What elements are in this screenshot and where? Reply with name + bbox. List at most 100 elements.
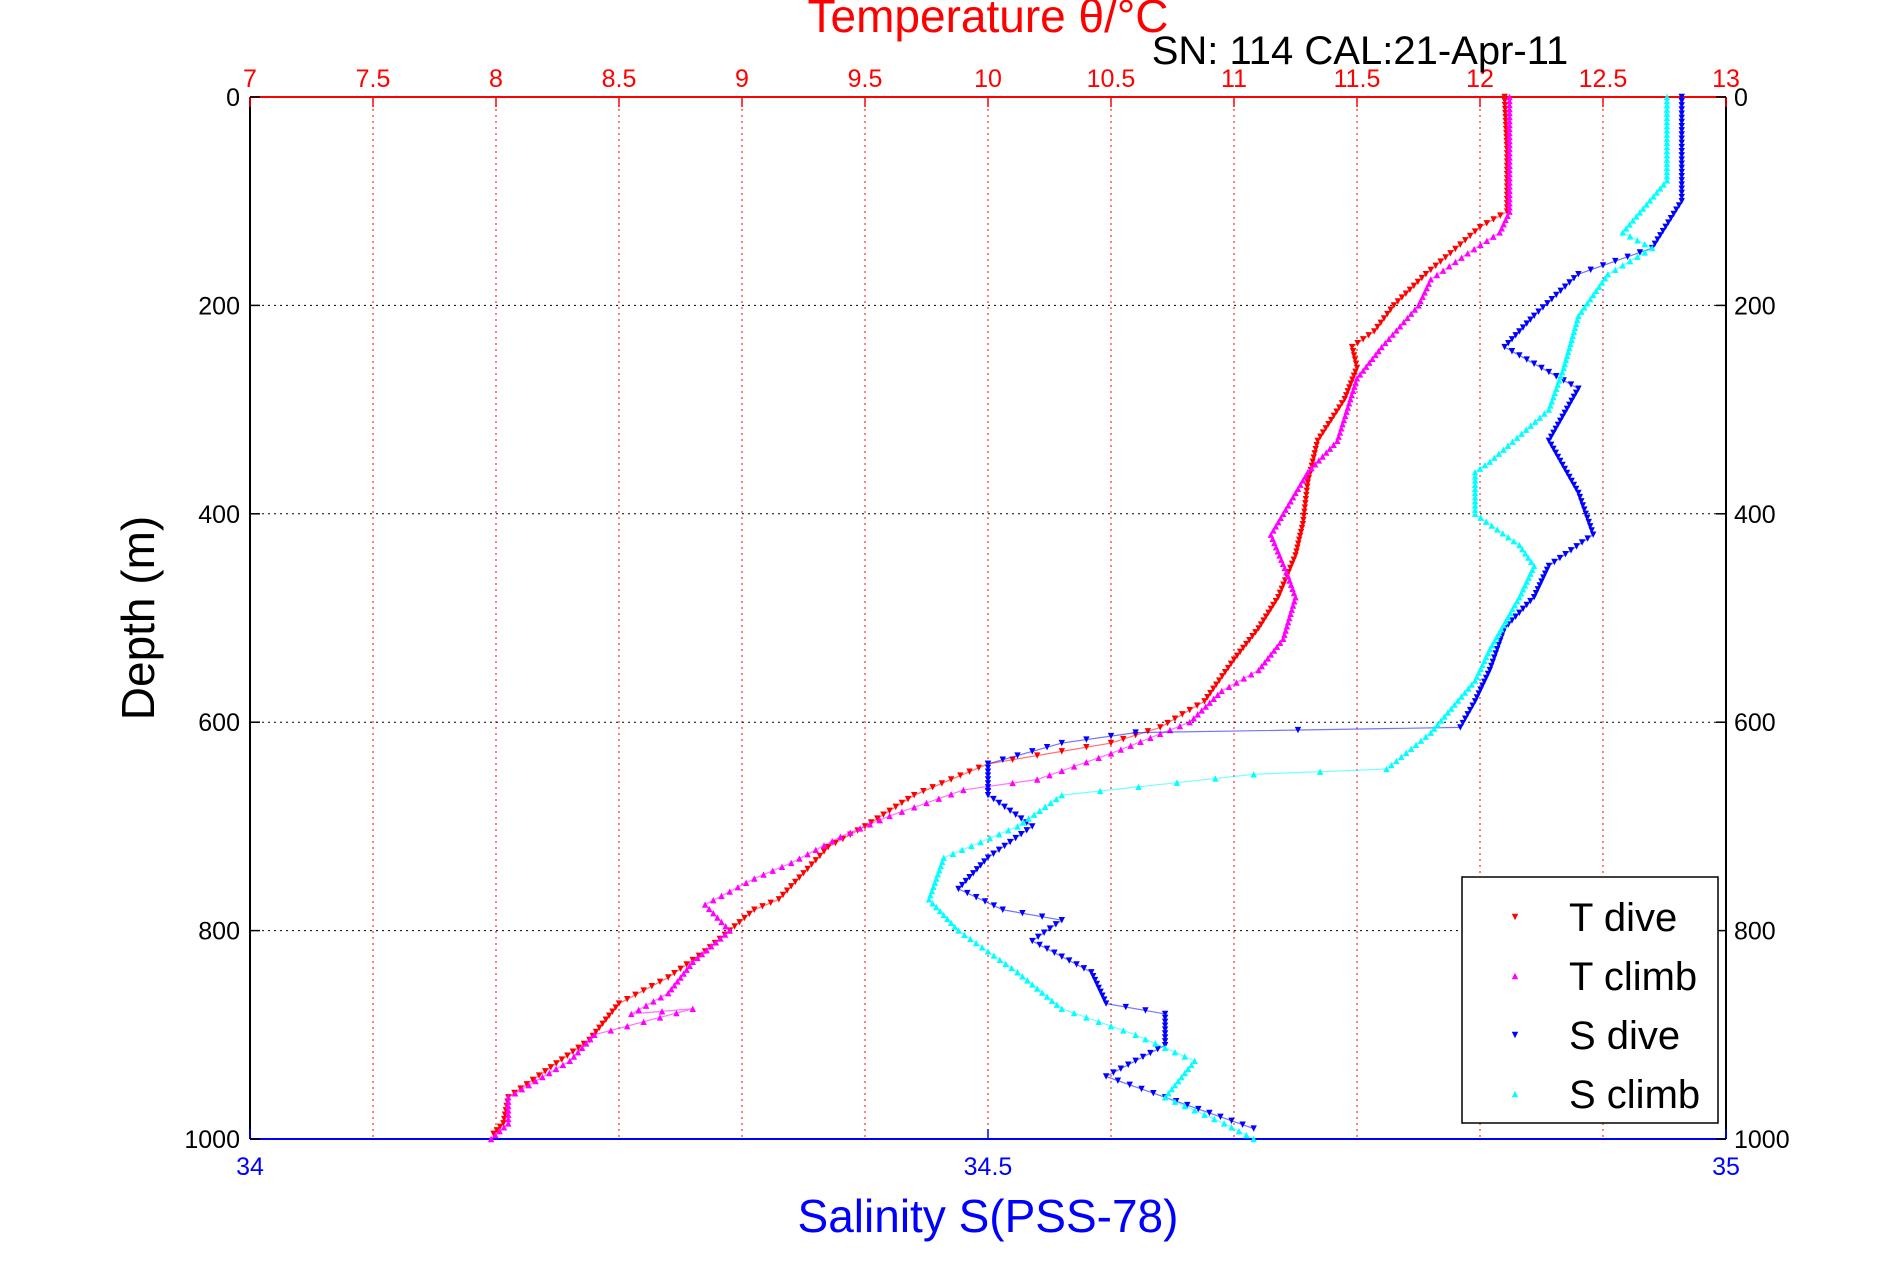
data-point (500, 1120, 507, 1127)
data-point (1527, 597, 1534, 605)
data-point (1161, 1026, 1169, 1033)
data-point (1292, 489, 1299, 497)
data-point (1107, 750, 1115, 757)
data-point (1304, 483, 1311, 490)
data-point (1678, 135, 1685, 142)
data-point (1341, 395, 1348, 403)
data-point (1407, 310, 1415, 317)
data-point (1465, 685, 1472, 692)
data-point (1636, 209, 1643, 216)
data-point (542, 1068, 549, 1075)
data-point (547, 1064, 554, 1071)
data-point (1567, 547, 1575, 554)
data-point (1009, 756, 1016, 763)
data-point (1441, 713, 1448, 720)
data-point (1506, 191, 1513, 199)
data-point (1297, 528, 1305, 536)
data-point (1522, 550, 1529, 557)
data-point (1519, 605, 1527, 613)
data-point (1543, 566, 1551, 574)
data-point (1070, 1009, 1078, 1017)
data-point (1356, 371, 1364, 378)
right-depth-axis: 0 200 400 600 800 1000 (1716, 84, 1790, 1154)
data-point (496, 1123, 504, 1131)
data-point (1014, 823, 1021, 830)
data-point (1280, 510, 1287, 517)
data-point (1175, 1077, 1182, 1085)
data-point (615, 1000, 623, 1007)
data-point (1476, 465, 1484, 472)
data-point (1058, 767, 1065, 775)
data-point (1288, 560, 1296, 568)
data-point (1227, 660, 1235, 668)
chart-subtitle: SN: 114 CAL:21-Apr-11 (1152, 29, 1569, 73)
data-point (1663, 172, 1671, 180)
data-point (1393, 327, 1400, 334)
data-point (961, 931, 968, 938)
data-point (1678, 114, 1685, 122)
data-point (1651, 240, 1659, 248)
data-point (1654, 236, 1661, 243)
data-point (1678, 143, 1685, 151)
data-point (911, 804, 918, 811)
data-point (1218, 673, 1226, 680)
data-point (1382, 339, 1389, 347)
data-point (1462, 715, 1469, 722)
data-point (1300, 512, 1308, 520)
data-point (1626, 257, 1634, 265)
data-point (1375, 347, 1382, 355)
data-point (957, 772, 964, 779)
data-point (1646, 197, 1654, 204)
data-point (759, 903, 766, 910)
data-point (1097, 988, 1104, 996)
data-point (683, 966, 690, 973)
data-point (1419, 293, 1426, 300)
data-point (1532, 590, 1540, 597)
data-point (1161, 1014, 1169, 1022)
data-point (990, 902, 998, 909)
data-point (984, 760, 992, 768)
data-point (1029, 937, 1036, 945)
data-point (1541, 410, 1548, 417)
data-point (1532, 418, 1539, 425)
data-point (1225, 683, 1233, 690)
data-point (1588, 527, 1595, 534)
data-point (1058, 739, 1065, 747)
data-point (1678, 193, 1685, 201)
data-point (1365, 332, 1372, 339)
data-point (751, 906, 758, 913)
data-point (1280, 581, 1287, 588)
data-point (1221, 668, 1229, 676)
data-point (656, 1014, 664, 1021)
data-point (1083, 1014, 1090, 1021)
data-point (1117, 1065, 1125, 1072)
data-point (525, 1081, 532, 1089)
data-point (1505, 339, 1512, 347)
data-point (1096, 787, 1104, 795)
data-point (949, 850, 957, 857)
data-point (1138, 1085, 1145, 1093)
data-point (539, 1073, 546, 1081)
data-point (1599, 262, 1607, 269)
data-point (718, 892, 725, 900)
data-point (487, 1135, 495, 1143)
data-point (1363, 363, 1370, 370)
legend-entry: T dive (1569, 896, 1677, 940)
top-tick-label: 9 (735, 65, 749, 93)
data-point (1568, 336, 1575, 344)
data-point (1267, 651, 1275, 658)
data-point (1663, 118, 1671, 126)
data-point (1660, 181, 1667, 188)
data-point (1230, 656, 1238, 663)
data-point (1663, 97, 1671, 105)
data-point (490, 1130, 497, 1137)
data-point (1536, 582, 1543, 589)
data-point (1479, 682, 1486, 689)
data-point (1523, 601, 1530, 609)
data-point (694, 954, 701, 962)
top-tick-label: 8.5 (602, 65, 637, 93)
data-point (605, 1012, 613, 1019)
data-point (1350, 352, 1358, 359)
left-depth-axis: 0 200 400 600 800 1000 (184, 84, 260, 1154)
